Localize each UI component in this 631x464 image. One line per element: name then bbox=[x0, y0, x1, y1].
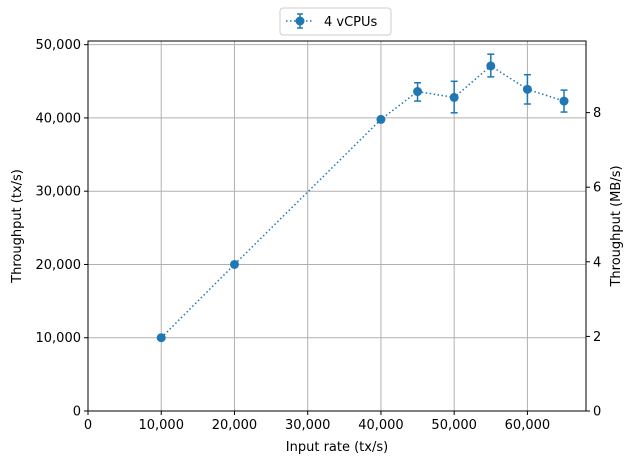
data-point bbox=[522, 84, 532, 94]
data-point bbox=[486, 61, 496, 71]
y-right-tick-label: 2 bbox=[593, 330, 601, 345]
data-point bbox=[229, 259, 239, 269]
y-tick-label: 50,000 bbox=[36, 38, 82, 53]
y-right-tick-label: 6 bbox=[593, 181, 601, 196]
x-axis-ticks: 0 10,000 20,000 30,000 40,000 50,000 60,000 bbox=[84, 411, 550, 433]
y-axis-ticks: 0 10,000 20,000 30,000 40,000 50,000 bbox=[36, 38, 88, 420]
legend-marker bbox=[295, 16, 305, 26]
legend-box bbox=[279, 7, 392, 36]
y-tick-label: 0 bbox=[73, 405, 81, 420]
y-tick-label: 20,000 bbox=[36, 258, 82, 273]
y-axis-label: Throughput (tx/s) bbox=[10, 169, 25, 284]
y-right-tick-label: 8 bbox=[593, 106, 601, 121]
x-tick-label: 20,000 bbox=[212, 418, 258, 433]
x-tick-label: 0 bbox=[84, 418, 92, 433]
y-tick-label: 40,000 bbox=[36, 111, 82, 126]
y-right-tick-label: 0 bbox=[593, 405, 601, 420]
y-right-axis-ticks: 0 2 4 6 8 bbox=[586, 106, 601, 420]
y-tick-label: 30,000 bbox=[36, 185, 82, 200]
data-point bbox=[156, 333, 166, 343]
data-point bbox=[449, 92, 459, 102]
x-tick-label: 40,000 bbox=[358, 418, 404, 433]
x-tick-label: 60,000 bbox=[505, 418, 551, 433]
plot-frame bbox=[87, 40, 587, 412]
data-series bbox=[156, 53, 569, 343]
series-line bbox=[160, 64, 565, 339]
x-tick-label: 50,000 bbox=[431, 418, 477, 433]
y-right-axis-label: Throughput (MB/s) bbox=[609, 165, 624, 287]
legend: 4 vCPUs bbox=[279, 7, 392, 36]
x-tick-label: 10,000 bbox=[138, 418, 184, 433]
y-right-tick-label: 4 bbox=[593, 255, 601, 270]
grid-lines bbox=[87, 41, 586, 412]
data-point bbox=[559, 96, 569, 106]
x-tick-label: 30,000 bbox=[285, 418, 331, 433]
x-axis-label: Input rate (tx/s) bbox=[286, 440, 388, 455]
legend-label: 4 vCPUs bbox=[324, 15, 378, 30]
data-point bbox=[413, 87, 423, 97]
data-point bbox=[376, 114, 386, 124]
y-tick-label: 10,000 bbox=[36, 331, 82, 346]
